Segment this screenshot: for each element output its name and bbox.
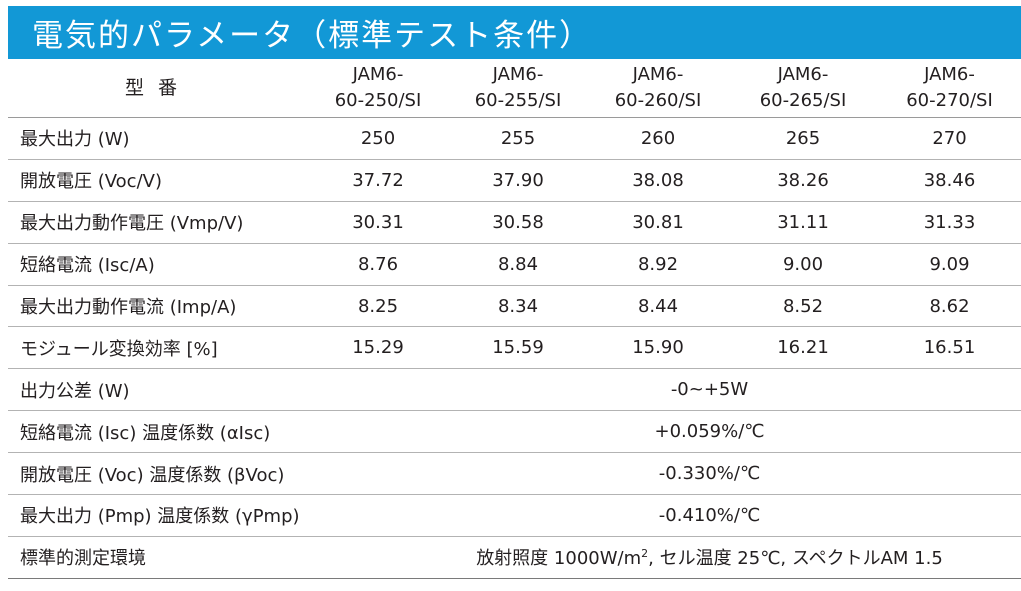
table-row: 短絡電流 (Isc/A) 8.76 8.84 8.92 9.00 9.09 [8,243,1021,286]
table-cell: 265 [728,117,878,160]
table-cell-spanning: -0.410%/℃ [308,494,1021,537]
table-cell-spanning: +0.059%/℃ [308,410,1021,454]
row-label: 開放電圧 (Voc/V) [8,159,308,202]
test-conditions-value: 放射照度 1000W/m2, セル温度 25℃, スペクトルAM 1.5 [308,536,1021,579]
table-row: 開放電圧 (Voc) 温度係数 (βVoc) -0.330%/℃ [8,452,1021,496]
table-cell-spanning: -0.330%/℃ [308,452,1021,496]
row-label: モジュール変換効率 [%] [8,326,308,370]
title-bar: 電気的パラメータ（標準テスト条件） [8,6,1021,59]
table-cell: 30.31 [308,201,448,244]
table-cell: 38.46 [878,159,1021,202]
table-cell: 8.52 [728,285,878,328]
row-label: 開放電圧 (Voc) 温度係数 (βVoc) [8,452,308,496]
table-cell: 8.62 [878,285,1021,328]
table-cell: 8.25 [308,285,448,328]
table-cell: 37.72 [308,159,448,202]
table-cell: 37.90 [448,159,588,202]
table-cell-spanning: -0~+5W [308,368,1021,412]
row-label: 最大出力 (Pmp) 温度係数 (γPmp) [8,494,308,537]
electrical-parameters-table: 型番 JAM6- 60-250/SI JAM6- 60-255/SI JAM6- 60… [8,59,1021,579]
table-cell: 270 [878,117,1021,160]
table-cell: 255 [448,117,588,160]
table-cell: 8.76 [308,243,448,286]
table-cell: 8.84 [448,243,588,286]
table-cell: 31.33 [878,201,1021,244]
model-header-3: JAM6- 60-260/SI [588,59,728,118]
row-label: 最大出力 (W) [8,117,308,160]
table-cell: 15.29 [308,326,448,370]
table-cell: 8.44 [588,285,728,328]
table-row: 開放電圧 (Voc/V) 37.72 37.90 38.08 38.26 38.… [8,159,1021,202]
page-title: 電気的パラメータ（標準テスト条件） [32,18,593,54]
table-cell: 260 [588,117,728,160]
table-cell: 30.81 [588,201,728,244]
table-cell: 38.08 [588,159,728,202]
row-label: 短絡電流 (Isc) 温度係数 (αIsc) [8,410,308,454]
row-label: 標準的測定環境 [8,536,308,579]
table-row: モジュール変換効率 [%] 15.29 15.59 15.90 16.21 16… [8,326,1021,370]
table-row: 最大出力動作電流 (Imp/A) 8.25 8.34 8.44 8.52 8.6… [8,285,1021,328]
table-cell: 15.59 [448,326,588,370]
table-cell: 31.11 [728,201,878,244]
table-row: 出力公差 (W) -0~+5W [8,368,1021,412]
table-cell: 8.34 [448,285,588,328]
row-label: 出力公差 (W) [8,368,308,412]
table-cell: 16.21 [728,326,878,370]
table-row: 最大出力動作電圧 (Vmp/V) 30.31 30.58 30.81 31.11… [8,201,1021,244]
model-label-header: 型番 [8,59,308,118]
table-cell: 9.09 [878,243,1021,286]
table-cell: 30.58 [448,201,588,244]
model-header-1: JAM6- 60-250/SI [308,59,448,118]
table-cell: 16.51 [878,326,1021,370]
table-cell: 9.00 [728,243,878,286]
model-header-5: JAM6- 60-270/SI [878,59,1021,118]
table-cell: 15.90 [588,326,728,370]
model-header-4: JAM6- 60-265/SI [728,59,878,118]
row-label: 最大出力動作電流 (Imp/A) [8,285,308,328]
model-header-2: JAM6- 60-255/SI [448,59,588,118]
table-cell: 8.92 [588,243,728,286]
table-row: 標準的測定環境 放射照度 1000W/m2, セル温度 25℃, スペクトルAM… [8,536,1021,579]
table-cell: 250 [308,117,448,160]
row-label: 短絡電流 (Isc/A) [8,243,308,286]
table-row: 短絡電流 (Isc) 温度係数 (αIsc) +0.059%/℃ [8,410,1021,454]
table-row: 最大出力 (Pmp) 温度係数 (γPmp) -0.410%/℃ [8,494,1021,537]
row-label: 最大出力動作電圧 (Vmp/V) [8,201,308,244]
table-cell: 38.26 [728,159,878,202]
table-header-row: 型番 JAM6- 60-250/SI JAM6- 60-255/SI JAM6- 60… [8,59,1021,118]
table-row: 最大出力 (W) 250 255 260 265 270 [8,117,1021,160]
